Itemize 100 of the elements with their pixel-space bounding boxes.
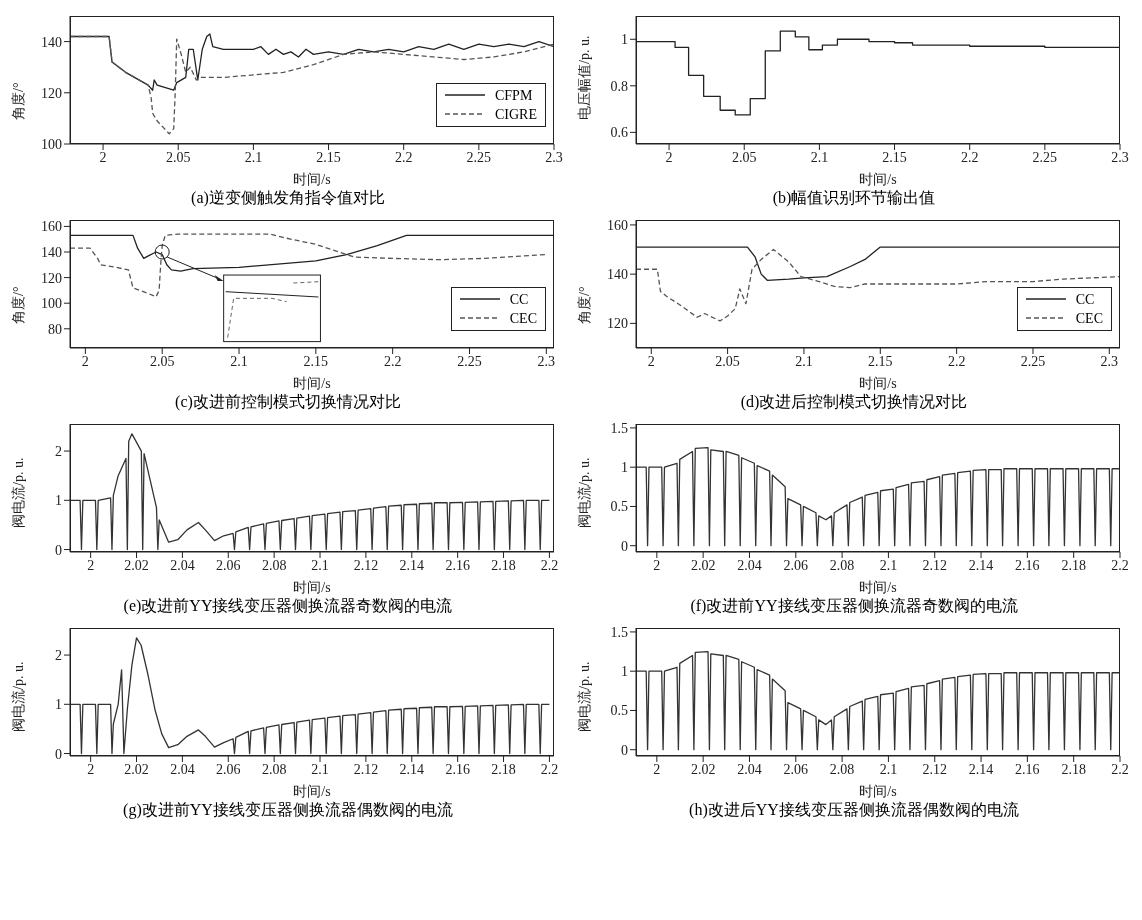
y-tick-label: 1 [55, 493, 62, 509]
x-tick-label: 2.1 [879, 557, 898, 573]
y-tick-label: 0 [55, 542, 62, 558]
x-tick-label: 2.05 [165, 149, 191, 165]
x-tick-label: 2.1 [879, 761, 898, 777]
x-tick-label: 2.08 [261, 761, 287, 777]
x-tick-label: 2.05 [731, 149, 757, 165]
x-tick-label: 2.04 [170, 761, 195, 777]
x-tick-label: 2.2 [540, 761, 559, 777]
y-tick-label: 0.6 [610, 125, 628, 141]
x-tick-label: 2.14 [968, 557, 994, 573]
x-tick-label: 2.1 [244, 149, 263, 165]
x-tick-label: 2.02 [124, 557, 149, 573]
x-tick-label: 2 [653, 557, 661, 573]
x-tick-label: 2.05 [149, 353, 175, 369]
x-tick-label: 2.25 [1032, 149, 1058, 165]
legend-label: CEC [509, 309, 537, 328]
y-tick-label: 2 [55, 444, 62, 460]
legend-label: CEC [1075, 309, 1103, 328]
x-tick-label: 2.15 [882, 149, 907, 165]
y-tick-label: 100 [41, 136, 62, 152]
legend-label: CC [1075, 290, 1095, 309]
y-tick-label: 100 [41, 296, 62, 312]
x-tick-label: 2.3 [537, 353, 556, 369]
text: (h)改进后YY接线变压器侧换流器偶数阀的电流 [688, 800, 1020, 821]
x-tick-label: 2.04 [737, 761, 762, 777]
x-tick-label: 2.2 [947, 353, 966, 369]
x-tick-label: 2.12 [922, 557, 947, 573]
y-axis-title: 阀电流/p. u. [576, 661, 592, 732]
x-tick-label: 2.04 [170, 557, 195, 573]
x-tick-label: 2.06 [783, 761, 809, 777]
legend-label: CC [509, 290, 529, 309]
y-tick-label: 1 [55, 697, 62, 713]
x-tick-label: 2.08 [829, 761, 855, 777]
line-series [70, 433, 551, 551]
text: (a)逆变侧触发角指令值对比 [190, 188, 386, 209]
y-tick-label: 1.5 [610, 420, 628, 436]
legend-label: CFPM [495, 86, 533, 105]
x-tick-label: 2.14 [399, 761, 425, 777]
line-series [70, 35, 554, 135]
x-tick-label: 2 [665, 149, 673, 165]
x-tick-label: 2.1 [311, 761, 329, 777]
y-tick-label: 2 [55, 648, 62, 664]
x-tick-label: 2.15 [303, 353, 329, 369]
x-tick-label: 2.18 [491, 557, 516, 573]
x-tick-label: 2.02 [690, 557, 716, 573]
y-tick-label: 0.8 [610, 78, 628, 94]
x-tick-label: 2.25 [466, 149, 492, 165]
y-tick-label: 0 [621, 538, 628, 554]
x-tick-label: 2.3 [1100, 353, 1119, 369]
x-tick-label: 2 [99, 149, 107, 165]
y-tick-label: 0 [55, 746, 62, 762]
y-tick-label: 80 [48, 321, 62, 337]
y-tick-label: 1 [621, 32, 628, 48]
x-tick-label: 2.02 [124, 761, 149, 777]
text: (f)改进前YY接线变压器侧换流器奇数阀的电流 [689, 596, 1019, 617]
x-tick-label: 2.1 [810, 149, 829, 165]
x-tick-label: 2.16 [1015, 761, 1040, 777]
text: (c)改进前控制模式切换情况对比 [174, 392, 402, 413]
y-tick-label: 160 [41, 219, 62, 235]
y-tick-label: 1 [621, 664, 628, 680]
x-axis-title: 时间/s [859, 376, 897, 391]
x-tick-label: 2 [87, 557, 95, 573]
x-tick-label: 2.14 [968, 761, 994, 777]
y-axis-title: 角度/° [576, 286, 592, 324]
y-axis-title: 阀电流/p. u. [10, 661, 26, 732]
x-tick-label: 2.16 [445, 761, 470, 777]
x-axis-title: 时间/s [859, 172, 897, 187]
y-tick-label: 0.5 [610, 703, 628, 719]
x-tick-label: 2.1 [795, 353, 813, 369]
x-tick-label: 2.3 [545, 149, 563, 165]
x-tick-label: 2.06 [216, 557, 241, 573]
line-series [636, 650, 1120, 751]
x-tick-label: 2.2 [1111, 557, 1129, 573]
x-tick-label: 2.15 [868, 353, 893, 369]
x-axis-title: 时间/s [293, 376, 331, 391]
x-tick-label: 2.12 [353, 557, 379, 573]
x-tick-label: 2.16 [445, 557, 470, 573]
x-tick-label: 2.06 [783, 557, 809, 573]
y-axis-title: 角度/° [10, 82, 26, 120]
text: (d)改进后控制模式切换情况对比 [739, 392, 969, 413]
line-series [70, 637, 551, 755]
legend-label: CIGRE [495, 105, 537, 124]
y-axis-title: 电压幅值/p. u. [576, 35, 592, 120]
line-series [636, 446, 1120, 547]
x-tick-label: 2 [81, 353, 89, 369]
x-tick-label: 2.12 [922, 761, 947, 777]
x-tick-label: 2.25 [1020, 353, 1046, 369]
x-tick-label: 2.16 [1015, 557, 1040, 573]
y-tick-label: 0.5 [610, 499, 628, 515]
x-tick-label: 2.12 [353, 761, 379, 777]
x-tick-label: 2.3 [1111, 149, 1129, 165]
y-axis-title: 阀电流/p. u. [576, 457, 592, 528]
x-tick-label: 2.18 [1061, 761, 1086, 777]
y-tick-label: 140 [41, 244, 62, 260]
y-tick-label: 0 [621, 742, 628, 758]
x-tick-label: 2.05 [715, 353, 740, 369]
y-tick-label: 140 [607, 267, 628, 283]
x-tick-label: 2.2 [960, 149, 979, 165]
y-tick-label: 120 [607, 316, 628, 332]
